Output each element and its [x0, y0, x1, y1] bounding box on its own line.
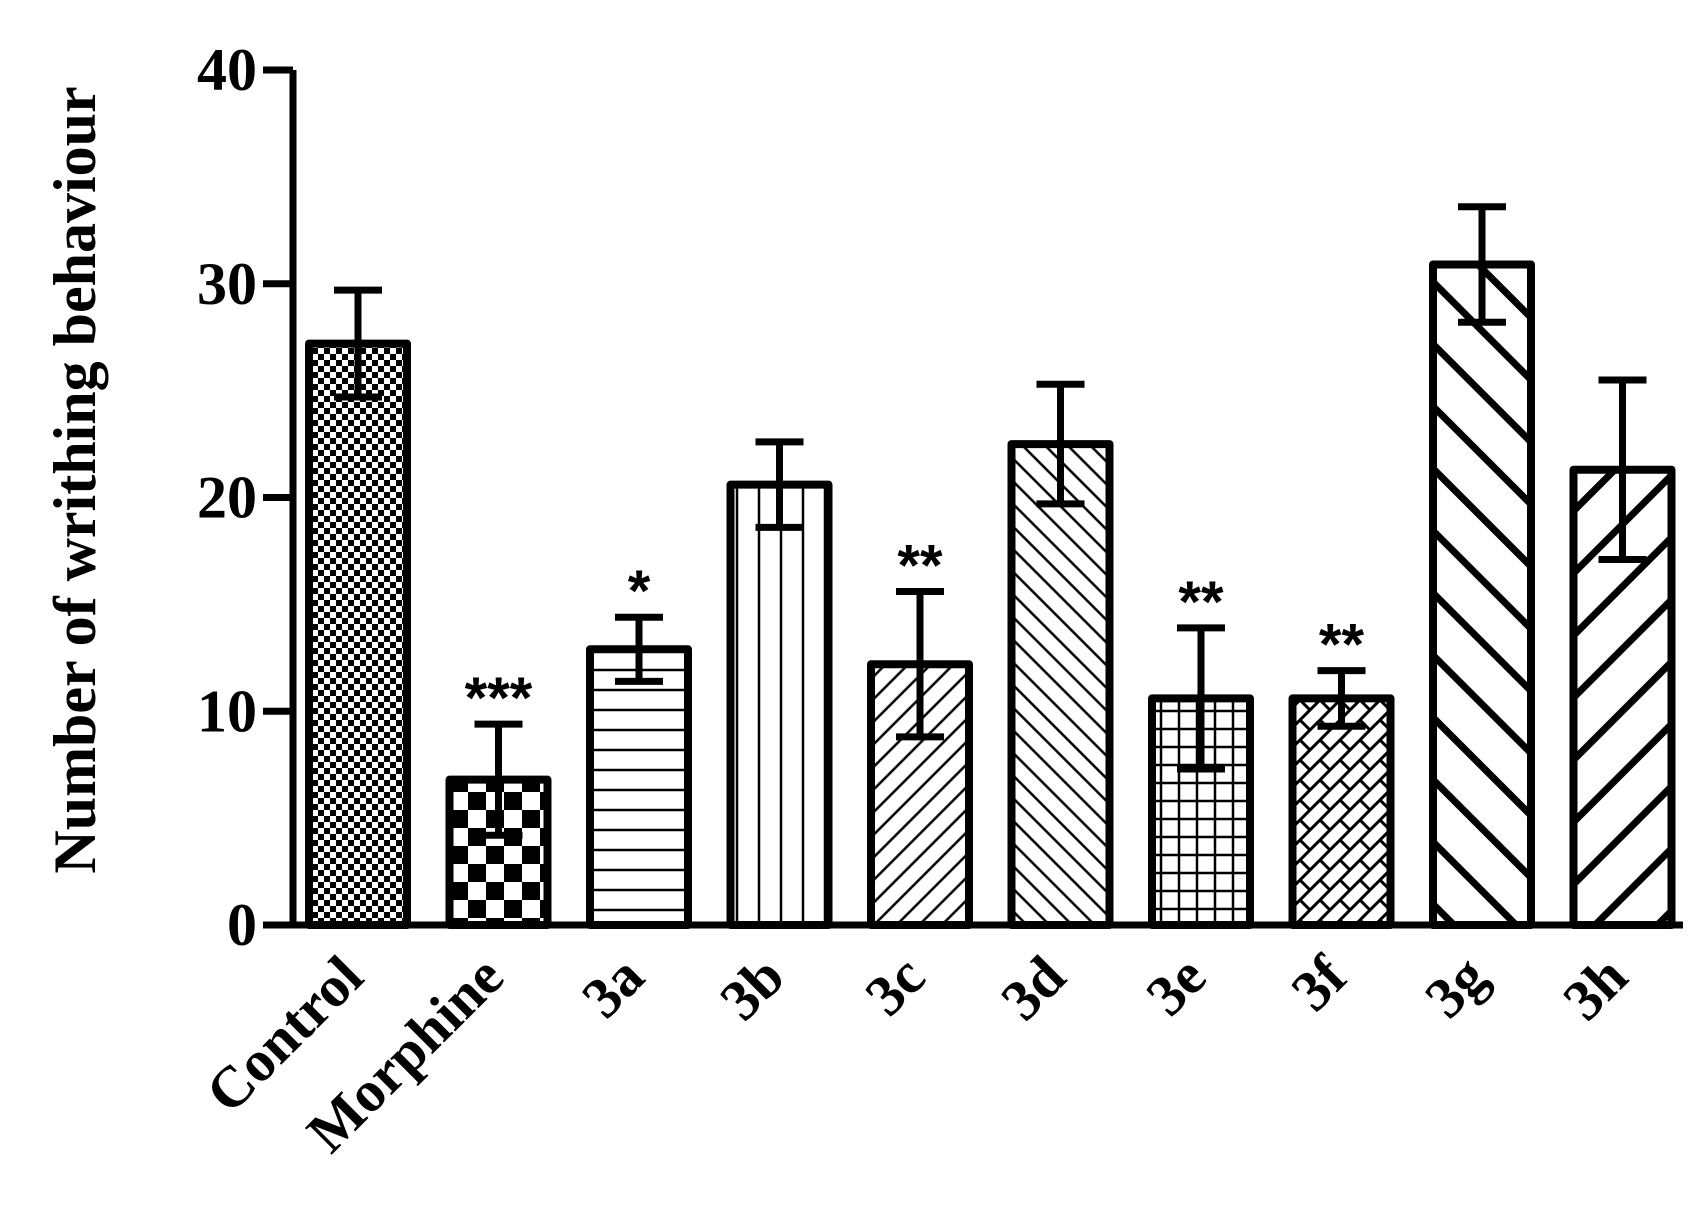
error-bar-3b [755, 438, 804, 531]
significance-label: *** [465, 666, 533, 731]
significance-label: * [628, 559, 651, 624]
error-bar-3e [1177, 624, 1225, 773]
bars [305, 260, 1676, 930]
error-bar-3g [1458, 203, 1506, 326]
error-bar-3f [1317, 667, 1366, 730]
y-tick-label: 30 [197, 251, 257, 317]
x-tick-label: 3e [1134, 943, 1219, 1028]
significance-markers: **** ****** [465, 534, 1365, 732]
error-bars [334, 203, 1647, 839]
y-ticks: 0 10 20 30 40 [197, 37, 293, 958]
x-tick-label: 3b [707, 943, 796, 1032]
y-tick-label: 0 [227, 892, 257, 958]
error-bar-3a [615, 613, 663, 685]
bar-3f [1288, 694, 1395, 929]
bar-control [305, 339, 411, 930]
bar-3a [586, 645, 692, 929]
bar-3d [1007, 440, 1114, 929]
significance-label: ** [1319, 613, 1365, 678]
y-tick-label: 10 [197, 678, 257, 744]
x-tick-label: 3h [1550, 943, 1639, 1032]
x-tick-label: 3d [988, 943, 1077, 1032]
x-tick-label: 3c [853, 943, 938, 1028]
error-bar-3c [896, 588, 944, 741]
x-tick-label: 3g [1412, 943, 1499, 1030]
significance-label: ** [1178, 570, 1224, 635]
error-bar-3h [1598, 376, 1647, 563]
error-bar-control [334, 286, 382, 401]
bar-3g [1429, 260, 1535, 929]
error-bar-3d [1036, 380, 1085, 508]
bar-3b [726, 480, 833, 929]
x-tick-label: 3a [569, 943, 656, 1030]
error-bar-morphine [474, 720, 523, 839]
y-axis-label: Number of writhing behaviour [42, 86, 108, 873]
significance-label: ** [897, 534, 943, 599]
x-tick-label: 3f [1279, 943, 1360, 1024]
y-tick-label: 20 [197, 465, 257, 531]
y-tick-label: 40 [197, 37, 257, 103]
